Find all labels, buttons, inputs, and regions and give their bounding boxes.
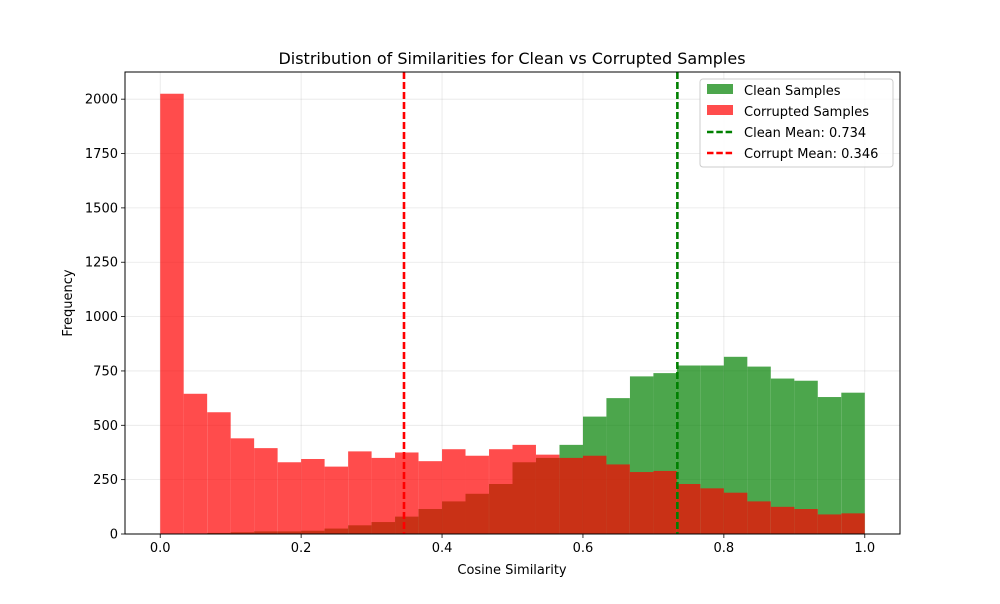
corrupted-bar — [841, 513, 864, 534]
corrupted-bar — [278, 462, 301, 534]
corrupted-bar — [466, 456, 489, 534]
corrupted-bar — [395, 452, 418, 534]
legend-label-clean: Clean Samples — [744, 84, 841, 99]
corrupted-bar — [747, 501, 770, 534]
corrupted-bar — [818, 514, 841, 534]
corrupted-bar — [442, 449, 465, 534]
y-tick-label: 500 — [93, 419, 118, 434]
y-tick-label: 2000 — [85, 93, 118, 108]
legend-swatch-corrupt — [707, 105, 733, 115]
corrupted-bar — [677, 484, 700, 534]
corrupted-bar — [301, 459, 324, 534]
x-axis-label: Cosine Similarity — [457, 563, 567, 578]
legend: Clean Samples Corrupted Samples Clean Me… — [700, 79, 893, 167]
corrupted-bar — [419, 461, 442, 534]
legend-label-clean-mean: Clean Mean: 0.734 — [744, 126, 866, 141]
legend-swatch-clean — [707, 84, 733, 94]
x-tick-label: 0.0 — [150, 541, 171, 556]
corrupted-bar — [559, 458, 582, 534]
x-tick-label: 0.4 — [432, 541, 453, 556]
corrupted-bar — [583, 456, 606, 534]
x-tick-label: 1.0 — [854, 541, 875, 556]
corrupted-bar — [771, 507, 794, 534]
legend-label-corrupted: Corrupted Samples — [744, 105, 869, 120]
corrupted-bar — [700, 488, 723, 534]
corrupted-bar — [724, 493, 747, 534]
y-tick-label: 1000 — [85, 310, 118, 325]
corrupted-bar — [160, 94, 183, 534]
legend-label-corrupt-mean: Corrupt Mean: 0.346 — [744, 147, 878, 162]
corrupted-bar — [207, 412, 230, 534]
corrupted-bar — [794, 509, 817, 534]
y-tick-label: 1500 — [85, 201, 118, 216]
corrupted-bar — [372, 458, 395, 534]
y-tick-label: 0 — [110, 528, 118, 543]
x-tick-label: 0.2 — [291, 541, 312, 556]
corrupted-bar — [325, 467, 348, 534]
corrupted-bar — [254, 448, 277, 534]
corrupted-bar — [231, 438, 254, 534]
y-axis-label: Frequency — [61, 269, 76, 336]
corrupted-bar — [513, 445, 536, 534]
chart-title: Distribution of Similarities for Clean v… — [278, 49, 745, 68]
y-tick-label: 1250 — [85, 256, 118, 271]
y-tick-label: 1750 — [85, 147, 118, 162]
corrupted-bar — [606, 464, 629, 534]
corrupted-bar — [536, 455, 559, 534]
corrupted-bar — [184, 394, 207, 534]
x-tick-label: 0.8 — [714, 541, 735, 556]
corrupted-bar — [630, 472, 653, 534]
corrupted-bar — [653, 471, 676, 534]
clean-bar — [841, 393, 864, 534]
clean-bar — [818, 397, 841, 534]
y-tick-label: 250 — [93, 473, 118, 488]
y-tick-label: 750 — [93, 364, 118, 379]
corrupted-bar — [348, 451, 371, 534]
corrupted-bar — [489, 449, 512, 534]
x-tick-label: 0.6 — [573, 541, 594, 556]
